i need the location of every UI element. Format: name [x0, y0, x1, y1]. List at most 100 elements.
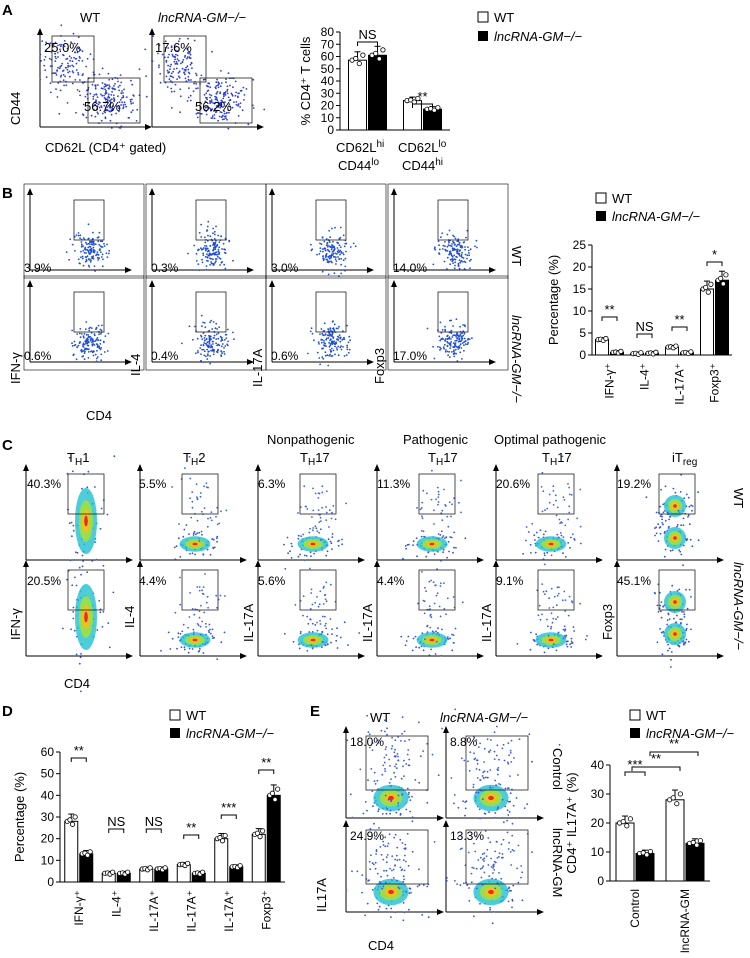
- fb-ko-3-pop-event: [321, 347, 323, 350]
- fc-ko-1-pop-event: [112, 591, 115, 594]
- fb-ko-2-pop-event: [223, 339, 226, 341]
- fc-ko-4-pop-event: [414, 635, 417, 638]
- fe-wt-lncrna-upper-event: [386, 808, 388, 810]
- fe-wt-control-pop-event: [378, 808, 380, 811]
- fb-ko-1-pop-event: [78, 342, 81, 345]
- chartA-point: [415, 95, 421, 102]
- fb-ko-3-pop-event: [349, 339, 351, 342]
- fb-wt-4-pop-event: [452, 240, 454, 243]
- panel-c-wt-6: 19.2%: [617, 477, 651, 491]
- fb-ko-1-gate: [73, 291, 105, 333]
- fc-ko-2-sparse-event: [200, 604, 202, 607]
- fb-ko-2-pop-event: [208, 350, 210, 353]
- fb-ko-2-pop-event: [212, 353, 215, 356]
- fb-wt-2-pop-event: [208, 253, 211, 256]
- fe-ko-lncrna-upper-event: [517, 844, 520, 847]
- fa-wt-q2-event: [114, 83, 116, 85]
- chartD-point: [275, 786, 281, 792]
- fc-ko-4-sparse-event: [439, 585, 442, 587]
- fb-wt-3-pop-event: [342, 234, 345, 237]
- fe-wt-lncrna-pop-event: [361, 891, 363, 894]
- fe-ko-lncrna-upper-event: [496, 841, 498, 843]
- fb-wt-3-pop-event: [320, 243, 323, 246]
- fc-ko-1-pop-event: [75, 551, 77, 554]
- fe-ko-lncrna-upper-event: [508, 841, 510, 844]
- fb-wt-4-pop-event: [450, 245, 453, 248]
- fb-ko-2-pop-event: [213, 334, 216, 337]
- fe-wt-control-upper-event: [411, 795, 413, 798]
- fb-ko-1-pop-event: [82, 349, 85, 352]
- chartB-sig-label: **: [674, 312, 684, 327]
- fc-ko-2-pop-event: [180, 646, 183, 648]
- fb-ko-2-pop-event: [216, 349, 219, 352]
- fc-wt-5-sparse-event: [562, 496, 565, 499]
- fc-ko-4-pop-event: [434, 653, 437, 655]
- fb-ko-4-pop-event: [439, 339, 441, 342]
- fc-ko-4-pop-event: [420, 645, 423, 648]
- fa-wt-q2-event: [102, 87, 104, 90]
- fb-wt-2-pop-event: [214, 251, 217, 254]
- fe-ko-lncrna-pop-event: [468, 900, 471, 902]
- fe-wt-control-upper-event: [431, 753, 434, 756]
- fb-ko-1-pop-event: [79, 328, 82, 330]
- fb-ko-4-pop-event: [443, 347, 445, 350]
- fe-wt-control-pop-event: [394, 776, 397, 778]
- fc-ko-2-sparse-event: [204, 622, 207, 625]
- fe-ko-control-upper-event: [468, 769, 471, 772]
- fb-wt-1-pop-event: [96, 251, 99, 254]
- fb-ko-3-pop-event: [334, 353, 336, 356]
- fa-wt-q1-event: [77, 36, 80, 38]
- fa-wt-q1-event: [67, 66, 69, 68]
- fb-ko-3-pop-event: [330, 329, 332, 332]
- chartB-xtick-label: IL-17A⁺: [673, 363, 687, 405]
- fc-wt-4-sparse-event: [447, 525, 450, 528]
- fa-ko-q2-event: [195, 112, 198, 115]
- chartD-point: [272, 796, 278, 803]
- fa-ko-q1-event: [171, 55, 174, 57]
- fa-ko-q2-event: [218, 103, 221, 106]
- fb-wt-1-pop-event: [90, 259, 92, 262]
- fb-wt-3-pop-event: [338, 238, 341, 240]
- fa-ko-q1-event: [170, 72, 173, 75]
- fc-wt-1-pop-event: [69, 559, 72, 562]
- fb-wt-2-pop-event: [200, 223, 203, 226]
- fc-wt-2-pop-density-red: [192, 542, 198, 546]
- fa-wt-q2-event: [100, 87, 103, 90]
- fc-ko-4-sparse-event: [429, 614, 432, 617]
- chartD-point: [260, 828, 266, 834]
- fc-ko-4-pop-event: [441, 628, 443, 631]
- fb-ko-1-pop-event: [104, 335, 107, 337]
- fb-ko-3-pop-event: [328, 334, 331, 337]
- panel-c-ylabel-4: IL-17A: [360, 603, 375, 642]
- fa-wt-q2-event: [106, 126, 109, 128]
- chartE-bar-ko: [635, 852, 655, 882]
- fa-ko-q2-event: [252, 107, 255, 109]
- fc-wt-6-pop2-event: [658, 526, 661, 529]
- fe-wt-lncrna-upper-event: [391, 855, 394, 857]
- fc-ko-5-sparse-event: [567, 614, 570, 617]
- fb-wt-3-pop-event: [330, 256, 332, 259]
- fc-wt-4-pop-event: [445, 536, 448, 539]
- fc-wt-2-sparse-event: [199, 492, 202, 494]
- fe-wt-control-upper-event: [371, 742, 374, 744]
- fb-wt-1-pop-event: [68, 258, 70, 261]
- fb-ko-2-pop-event: [219, 335, 222, 338]
- fc-ko-5-pop-event: [584, 638, 587, 641]
- fc-ko-5-pop-event: [547, 647, 550, 650]
- fe-ko-control-upper-event: [518, 738, 521, 741]
- chartB-point: [723, 272, 729, 278]
- fb-wt-1-pop-event: [97, 256, 99, 259]
- fa-ko-q1-event: [176, 58, 179, 60]
- fa-wt-q2-event: [96, 96, 99, 98]
- fb-wt-3-pop-event: [324, 249, 327, 252]
- fa-ko-q2-event: [188, 87, 190, 89]
- fc-ko-2-sparse-event: [202, 586, 205, 588]
- fc-wt-2-sparse-event: [211, 538, 214, 540]
- fc-wt-3-pop-event: [330, 542, 333, 545]
- fa-ko-q2-event: [226, 90, 229, 92]
- chartA-bar-wt: [348, 59, 367, 131]
- fc-ko-6-pop1-event: [683, 611, 685, 613]
- fa-ko-q1-event: [170, 87, 173, 90]
- fe-wt-lncrna-yarrow: [343, 820, 349, 827]
- fc-wt-2-sparse-event: [216, 523, 219, 526]
